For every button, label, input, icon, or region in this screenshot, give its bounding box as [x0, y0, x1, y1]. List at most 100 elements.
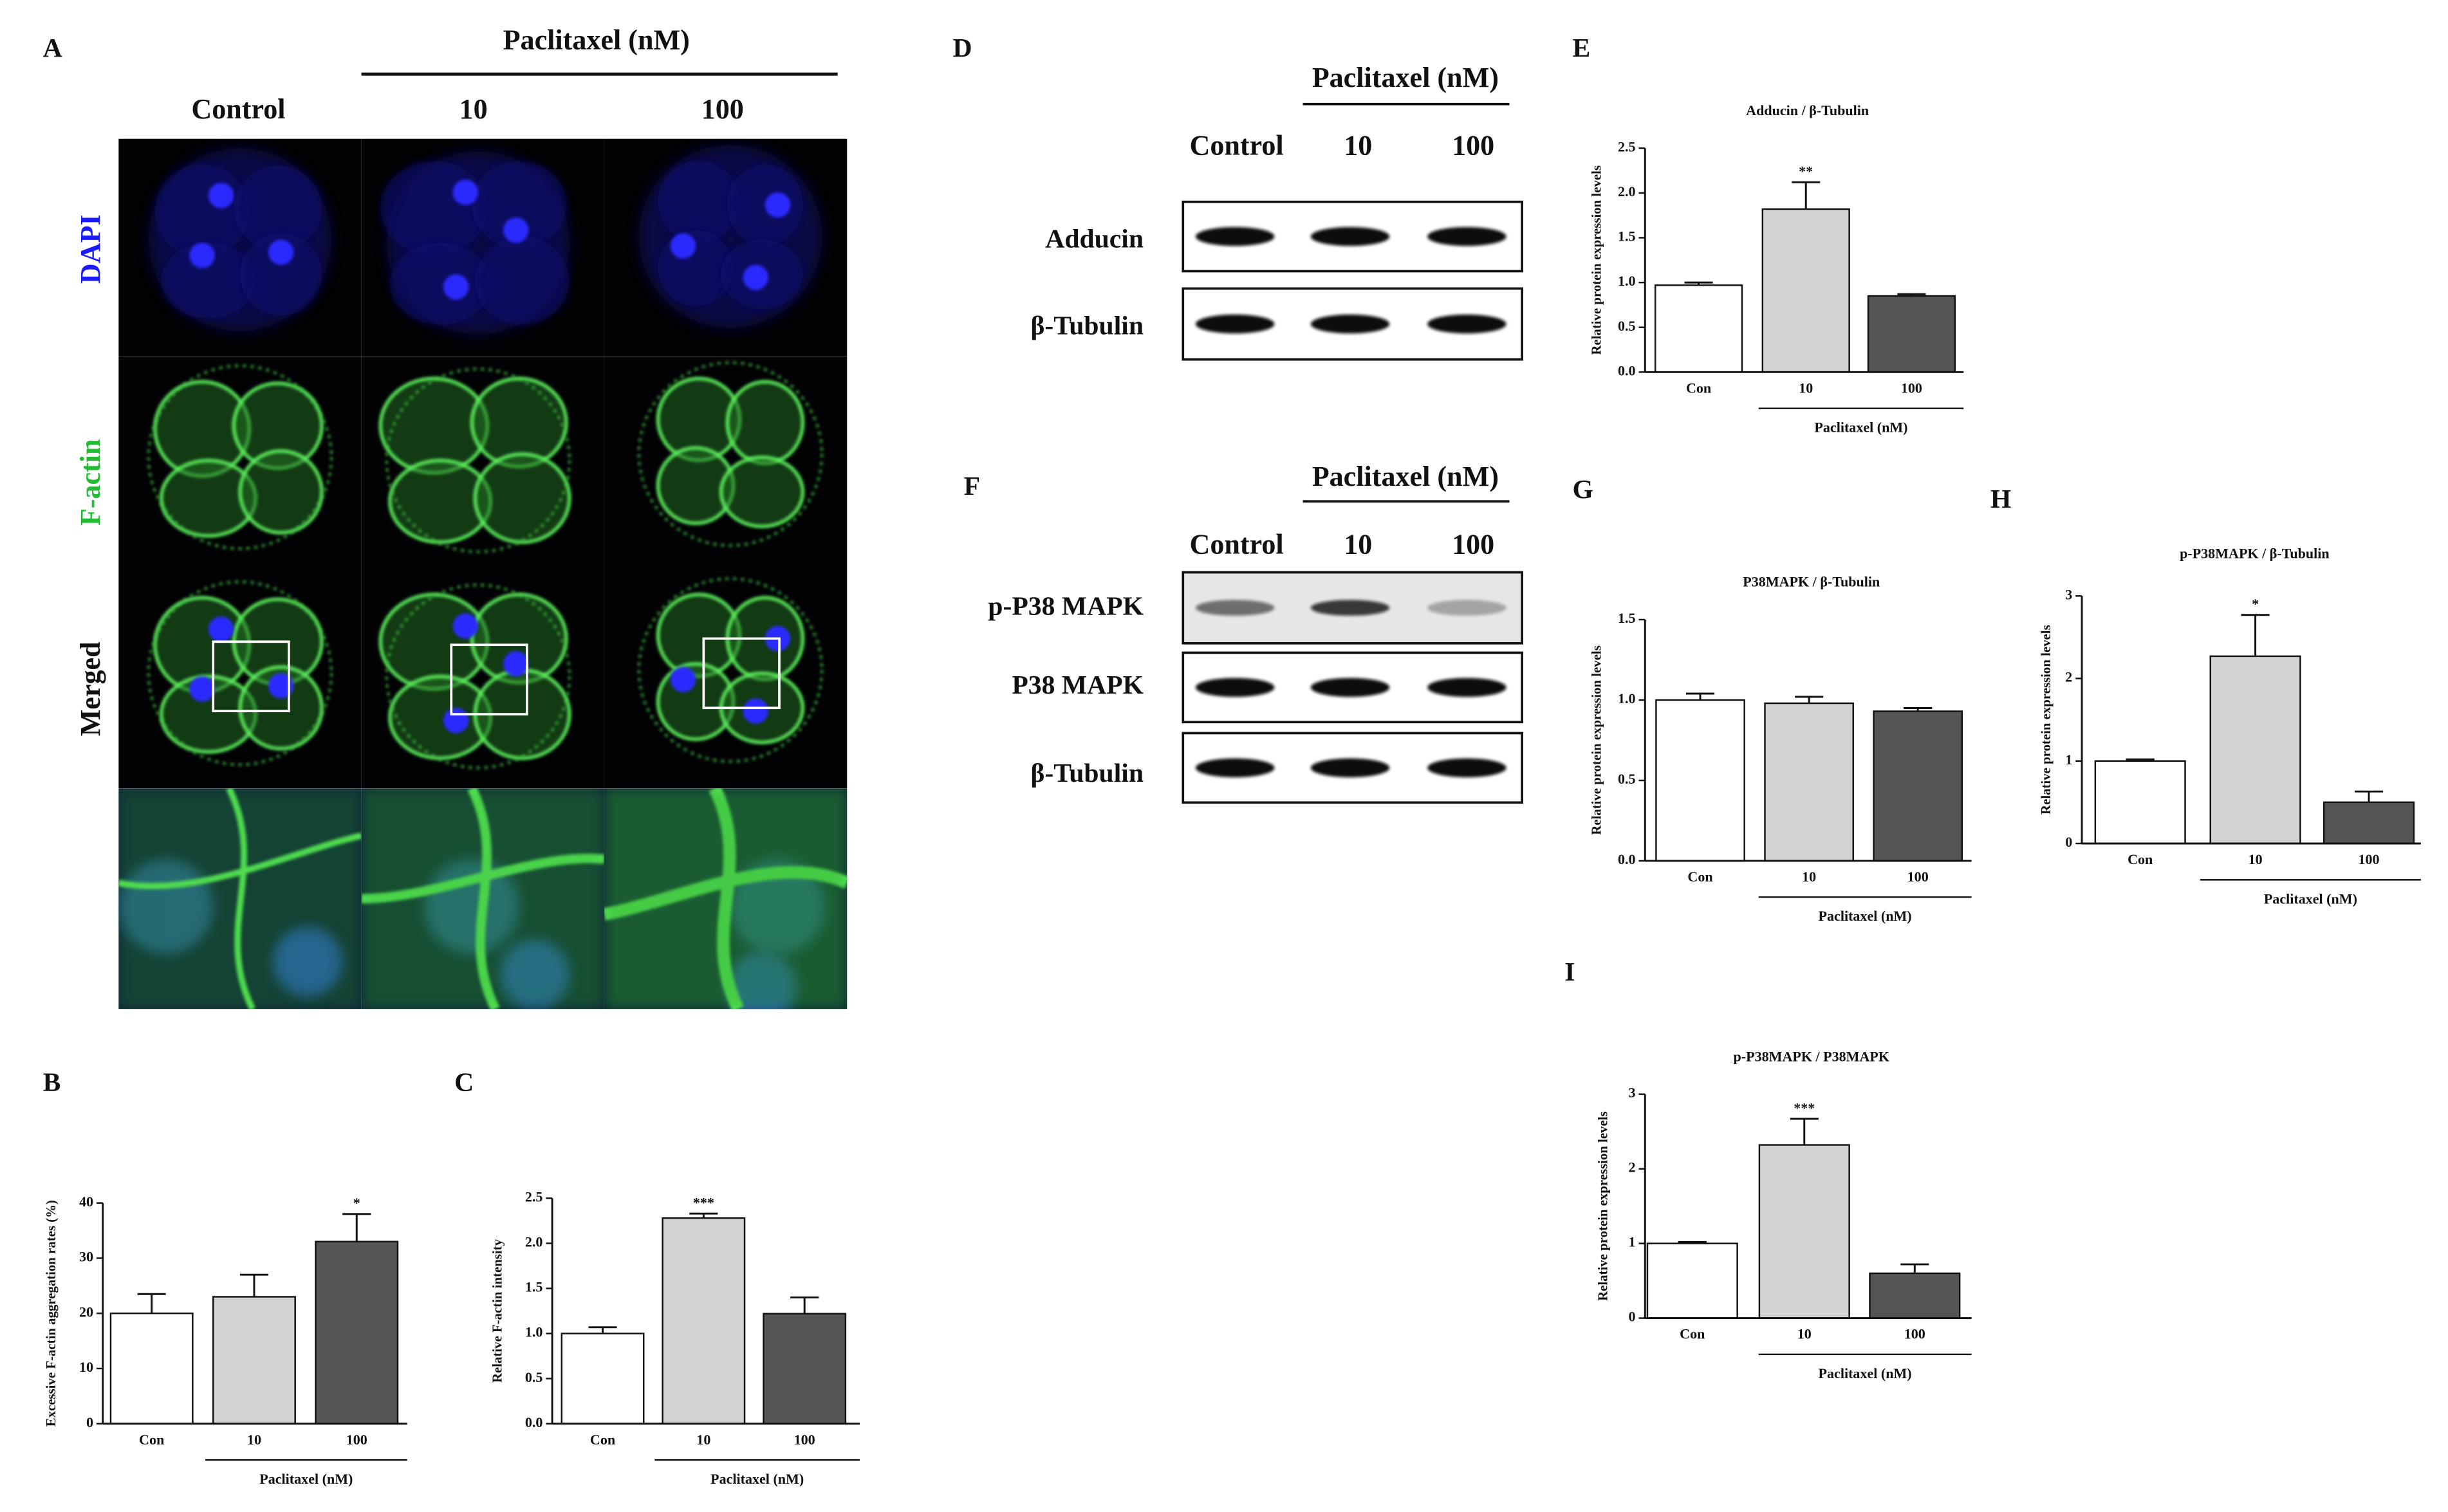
- micrograph-tile: [361, 356, 604, 573]
- x-axis-label: Paclitaxel (nM): [1814, 419, 1907, 436]
- cell: [473, 452, 571, 544]
- column-label: 10: [1344, 528, 1372, 560]
- zona: [147, 580, 333, 766]
- blot-band: [1310, 314, 1390, 334]
- y-axis-label: Excessive F-actin aggregation rates (%): [43, 1200, 59, 1426]
- cell: [238, 665, 324, 751]
- blot-label: Adducin: [1045, 224, 1144, 254]
- y-tick-label: 1: [2065, 751, 2072, 768]
- y-axis-label: Relative protein expression levels: [2038, 625, 2054, 815]
- y-tick-label: 2.5: [525, 1188, 543, 1204]
- error-bar: [790, 1296, 819, 1314]
- micrograph-tile: [604, 138, 848, 356]
- nucleus: [743, 264, 768, 290]
- micrograph-grid: [118, 138, 848, 1010]
- blot-band: [1195, 314, 1275, 334]
- x-axis-label: Paclitaxel (nM): [1819, 1365, 1912, 1381]
- tile-bg: [118, 356, 362, 573]
- x-tick-label: Con: [1680, 1326, 1705, 1342]
- blot-label: β-Tubulin: [1030, 311, 1144, 340]
- nucleus: [208, 616, 234, 642]
- y-tick-label: 0: [2065, 834, 2072, 850]
- x-tick-label: 100: [1907, 869, 1929, 885]
- panel-letter: E: [1573, 33, 1591, 63]
- y-tick-label: 1.5: [1618, 228, 1636, 244]
- error-bar: [1792, 181, 1821, 209]
- treatment-label: Paclitaxel (nM): [1312, 461, 1499, 492]
- bar: [1655, 699, 1745, 862]
- x-axis-label: Paclitaxel (nM): [259, 1471, 353, 1487]
- bar: [212, 1296, 296, 1424]
- column-label: 10: [459, 93, 488, 125]
- panel-letter: C: [454, 1067, 474, 1097]
- y-tick-label: 3: [1629, 1085, 1636, 1101]
- bar: [763, 1313, 847, 1424]
- blot-label: β-Tubulin: [1030, 759, 1144, 788]
- x-tick-label: 100: [2359, 851, 2380, 867]
- column-label: Control: [1190, 528, 1284, 560]
- bar: [1867, 295, 1956, 373]
- bar: [561, 1332, 645, 1424]
- cell: [234, 165, 322, 251]
- bar: [662, 1217, 746, 1424]
- nucleus: [443, 274, 469, 300]
- bar-chart: G P38MAPK / β-Tubulin Relative protein exp…: [1573, 475, 1972, 924]
- error-bar: [137, 1293, 166, 1314]
- y-tick-label: 2: [2065, 669, 2072, 685]
- treatment-label: Paclitaxel (nM): [503, 24, 690, 55]
- x-tick-label: Con: [2128, 851, 2153, 867]
- chart-title: p-P38MAPK / P38MAPK: [1734, 1048, 1889, 1064]
- treatment-label: Paclitaxel (nM): [1312, 62, 1499, 93]
- significance-label: ***: [693, 1195, 714, 1211]
- cell: [239, 233, 322, 316]
- zona: [385, 584, 571, 770]
- column-label: 100: [701, 93, 744, 125]
- significance-label: **: [1799, 163, 1813, 180]
- nucleus: [443, 708, 469, 733]
- bar: [2323, 801, 2415, 845]
- chart-title: P38MAPK / β-Tubulin: [1743, 574, 1880, 590]
- bar: [1869, 1272, 1961, 1319]
- zona: [385, 367, 571, 553]
- blot-band: [1195, 600, 1275, 616]
- column-label: 100: [1452, 129, 1494, 161]
- bar: [1764, 702, 1854, 862]
- x-tick-label: 10: [2249, 851, 2263, 867]
- micrograph-tile: [118, 788, 362, 1010]
- blot-band: [1195, 678, 1275, 697]
- zona: [638, 361, 823, 547]
- nucleus: [670, 233, 696, 259]
- significance-label: *: [353, 1195, 360, 1211]
- y-tick-label: 0.5: [525, 1369, 543, 1385]
- blot-band: [1310, 678, 1390, 697]
- bar-chart: Hp-P38MAPK / β-Tubulin Relative protein e…: [1990, 484, 2421, 907]
- column-label: Control: [1190, 129, 1284, 161]
- y-tick-label: 0.5: [1618, 318, 1636, 334]
- blot-band: [1427, 600, 1507, 616]
- panel-letter: I: [1564, 957, 1575, 987]
- nucleus: [452, 613, 478, 639]
- cell: [475, 236, 570, 325]
- y-tick-label: 2.0: [1618, 183, 1636, 199]
- y-tick-label: 1.0: [1618, 690, 1636, 706]
- error-bar: [342, 1213, 371, 1242]
- error-bar: [1904, 707, 1933, 712]
- y-axis-label: Relative protein expression levels: [1595, 1111, 1610, 1301]
- error-bar: [1685, 692, 1715, 701]
- column-label: 100: [1452, 528, 1494, 560]
- y-tick-label: 0: [1629, 1309, 1636, 1325]
- micrograph-tile: [361, 138, 604, 356]
- cell-glow: [638, 145, 822, 328]
- x-tick-label: 100: [1901, 380, 1922, 396]
- bar: [1654, 284, 1743, 373]
- cell: [658, 160, 740, 243]
- micrograph-tile: [604, 788, 848, 1010]
- bar: [315, 1240, 399, 1424]
- row-label: Merged: [75, 641, 106, 736]
- x-tick-label: 10: [1799, 380, 1813, 396]
- tile-bg: [118, 572, 362, 789]
- zoom-box: [702, 637, 781, 710]
- nucleus: [189, 243, 215, 268]
